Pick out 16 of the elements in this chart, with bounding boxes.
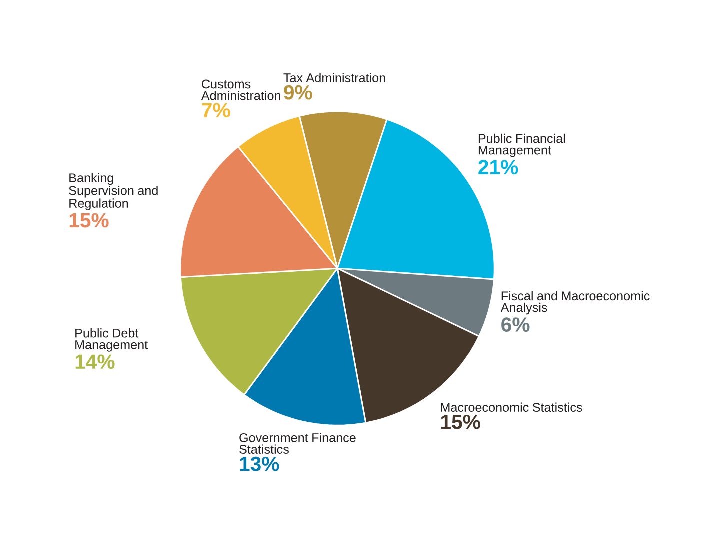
slice-label: Government Finance Statistics <box>240 433 356 454</box>
data-label: 15% <box>441 414 480 430</box>
slice-label: Banking Supervision and Regulation <box>69 173 158 210</box>
data-label: 13% <box>240 456 280 472</box>
data-label: 21% <box>478 160 518 174</box>
slice-label: Public Financial Management <box>478 134 566 158</box>
slice-label: Tax Administration <box>284 73 386 82</box>
data-label: 6% <box>502 317 530 332</box>
data-label: 14% <box>76 354 115 369</box>
slice-label: Public Debt Management <box>76 328 148 352</box>
slice-label: Customs Administration <box>201 80 280 100</box>
slice-label: Fiscal and Macroeconomic Analysis <box>500 291 650 315</box>
slice-label: Macroeconomic Statistics <box>441 402 582 412</box>
data-label: 7% <box>202 103 230 118</box>
data-label: 9% <box>284 85 312 100</box>
data-label: 15% <box>70 213 109 228</box>
